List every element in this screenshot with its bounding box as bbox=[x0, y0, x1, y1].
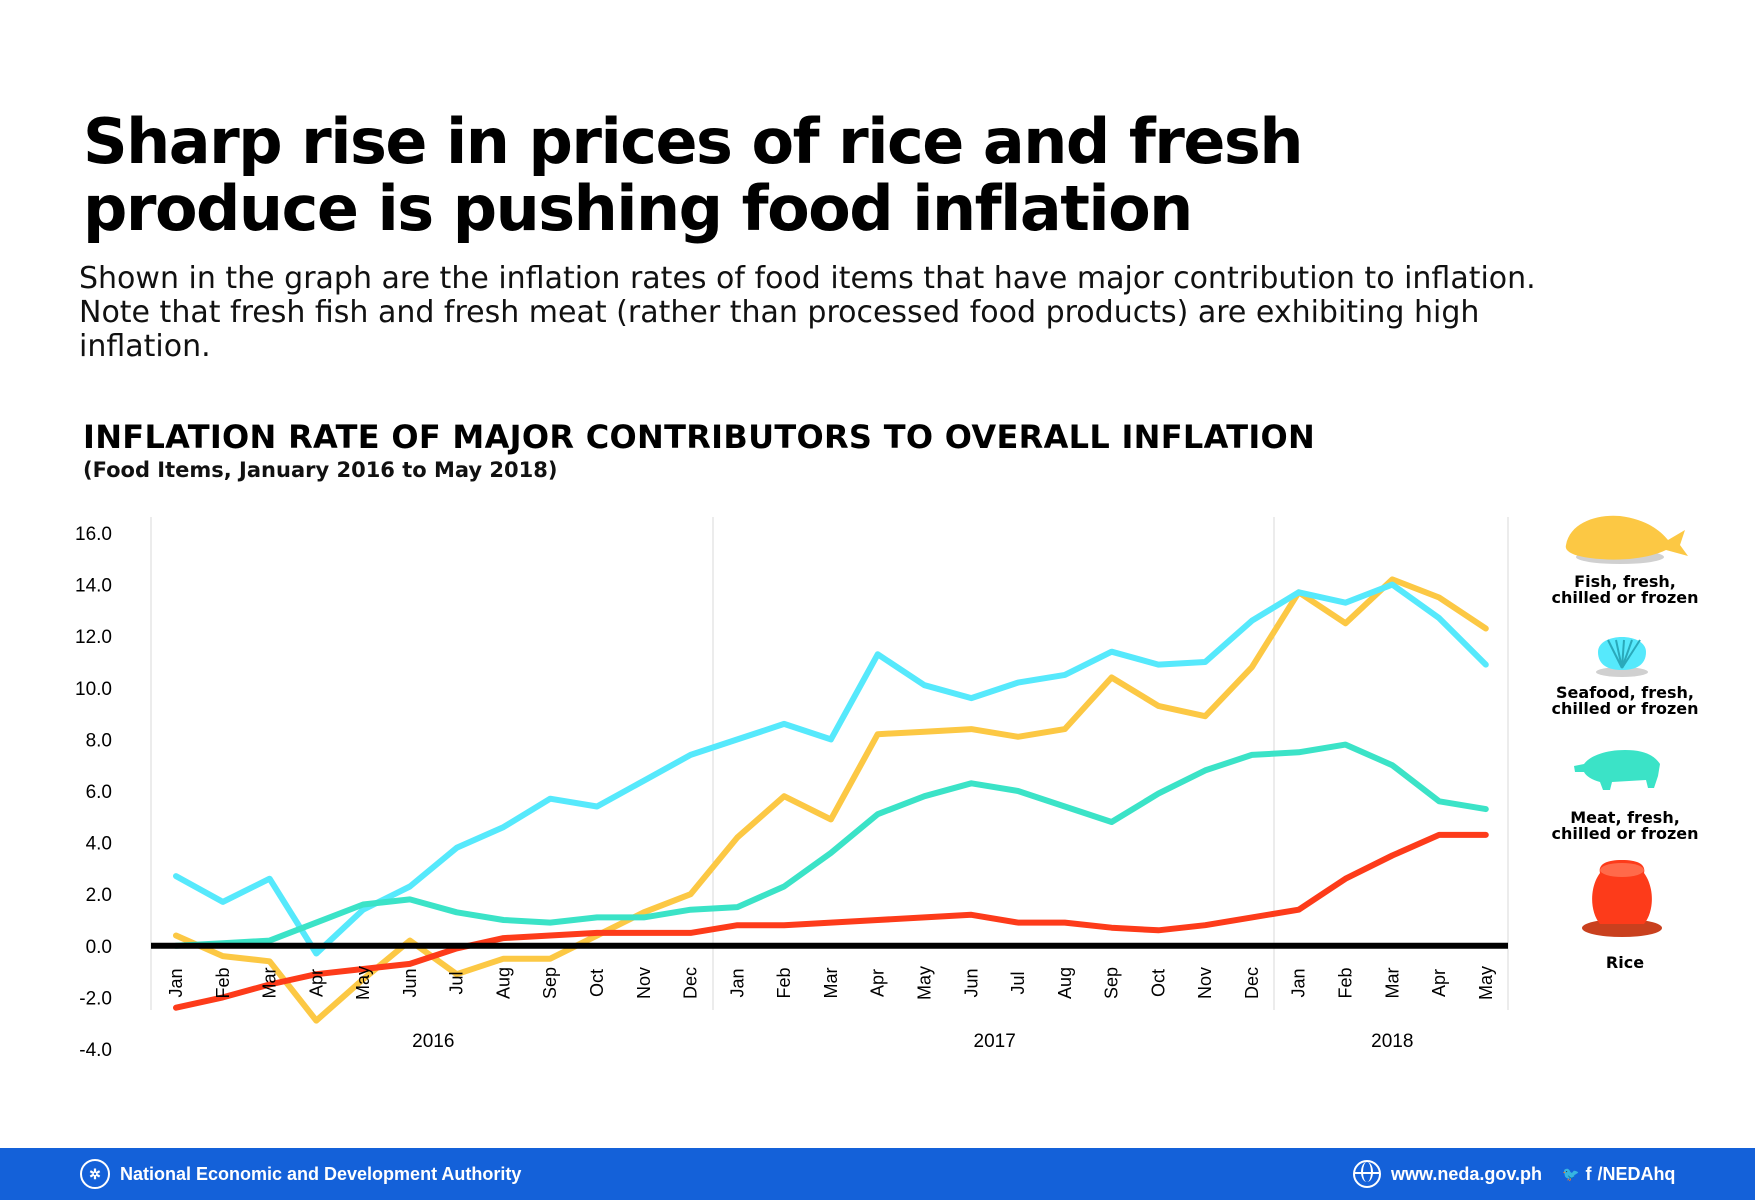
x-tick-label: Dec bbox=[1242, 967, 1262, 999]
shell-icon-rib bbox=[1607, 639, 1623, 669]
twitter-icon: 🐦 bbox=[1562, 1165, 1580, 1182]
x-tick-label: Jul bbox=[1008, 971, 1028, 994]
y-tick-label: 6.0 bbox=[86, 782, 112, 803]
headline: Sharp rise in prices of rice and fresh p… bbox=[83, 108, 1483, 242]
x-tick-label: Jan bbox=[1289, 968, 1309, 997]
legend-label: Meat, fresh, chilled or frozen bbox=[1520, 810, 1730, 842]
x-tick-label: Sep bbox=[1102, 967, 1122, 999]
headline-line-1: Sharp rise in prices of rice and fresh bbox=[83, 105, 1303, 178]
pig-icon bbox=[1574, 750, 1660, 790]
x-tick-label: Apr bbox=[306, 969, 326, 997]
year-label: 2018 bbox=[1371, 1031, 1413, 1052]
x-tick-label: Dec bbox=[681, 967, 701, 999]
globe-icon bbox=[1353, 1160, 1381, 1188]
y-tick-label: 2.0 bbox=[86, 885, 112, 906]
x-tick-label: May bbox=[353, 966, 373, 1000]
shell-icon-rib bbox=[1621, 639, 1633, 669]
fish-icon bbox=[1565, 515, 1688, 560]
year-label: 2016 bbox=[412, 1031, 454, 1052]
x-tick-label: Sep bbox=[540, 967, 560, 999]
x-tick-label: Feb bbox=[1336, 967, 1356, 998]
x-tick-label: Jun bbox=[961, 968, 981, 997]
legend-label-line: chilled or frozen bbox=[1551, 699, 1699, 718]
year-label: 2017 bbox=[974, 1031, 1016, 1052]
x-tick-label: Aug bbox=[493, 967, 513, 999]
legend-label: Seafood, fresh, chilled or frozen bbox=[1520, 685, 1730, 717]
social-handle-link[interactable]: /NEDAhq bbox=[1597, 1163, 1676, 1184]
legend-label: Fish, fresh, chilled or frozen bbox=[1520, 574, 1730, 606]
facebook-icon: f bbox=[1585, 1163, 1592, 1184]
series-line bbox=[173, 576, 1489, 1024]
x-tick-label: Mar bbox=[260, 967, 280, 998]
neda-seal-icon: ✲ bbox=[80, 1159, 110, 1189]
rice-sack-icon-top bbox=[1600, 863, 1644, 877]
x-tick-label: Feb bbox=[213, 967, 233, 998]
legend-label-line: Meat, fresh, bbox=[1570, 808, 1680, 827]
x-tick-label: Jan bbox=[727, 968, 747, 997]
legend-label-line: chilled or frozen bbox=[1551, 824, 1699, 843]
chart-subtitle: (Food Items, January 2016 to May 2018) bbox=[83, 458, 558, 482]
x-tick-label: Jul bbox=[447, 971, 467, 994]
y-tick-label: 14.0 bbox=[75, 576, 112, 597]
y-tick-label: 8.0 bbox=[86, 730, 112, 751]
footer-org-name: National Economic and Development Author… bbox=[120, 1163, 522, 1184]
shell-icon-rib bbox=[1621, 639, 1641, 669]
chart-title: INFLATION RATE OF MAJOR CONTRIBUTORS TO … bbox=[83, 418, 1316, 456]
footer-website[interactable]: www.neda.gov.ph bbox=[1353, 1148, 1542, 1200]
x-tick-label: Apr bbox=[868, 969, 888, 997]
y-tick-label: -2.0 bbox=[79, 988, 112, 1009]
series-line bbox=[173, 581, 1489, 957]
x-tick-label: Jan bbox=[166, 968, 186, 997]
shell-icon-rib bbox=[1615, 639, 1623, 669]
legend-label-line: chilled or frozen bbox=[1551, 588, 1699, 607]
intro-line-2: Note that fresh fish and fresh meat (rat… bbox=[79, 295, 1480, 330]
series-line bbox=[173, 831, 1489, 1011]
intro-line-3: inflation. bbox=[79, 329, 211, 364]
headline-line-2: produce is pushing food inflation bbox=[83, 172, 1193, 245]
shell-icon-rib bbox=[1621, 639, 1625, 669]
x-tick-label: Mar bbox=[821, 967, 841, 998]
y-tick-label: 10.0 bbox=[75, 679, 112, 700]
legend-label: Rice bbox=[1520, 955, 1730, 971]
x-tick-label: Mar bbox=[1382, 967, 1402, 998]
series-line bbox=[173, 741, 1489, 949]
y-tick-label: 12.0 bbox=[75, 627, 112, 648]
website-link[interactable]: www.neda.gov.ph bbox=[1391, 1163, 1543, 1184]
x-tick-label: Jun bbox=[400, 968, 420, 997]
x-tick-label: Apr bbox=[1429, 969, 1449, 997]
line-chart: 16.0 14.0 12.0 10.0 8.0 6.0 4.0 2.0 0.0 -2.0 -4.0 J… bbox=[75, 515, 1688, 1061]
y-tick-label: 4.0 bbox=[86, 834, 112, 855]
shell-icon-shadow bbox=[1596, 667, 1648, 677]
y-tick-label: 16.0 bbox=[75, 524, 112, 545]
legend-label-line: Seafood, fresh, bbox=[1556, 683, 1694, 702]
footer-social[interactable]: 🐦 f /NEDAhq bbox=[1562, 1148, 1675, 1200]
x-tick-label: Nov bbox=[1195, 967, 1215, 999]
x-tick-label: Feb bbox=[774, 967, 794, 998]
footer-bar: ✲ National Economic and Development Auth… bbox=[0, 1148, 1755, 1200]
legend-label-line: Rice bbox=[1605, 953, 1645, 972]
x-tick-label: May bbox=[914, 966, 934, 1000]
x-tick-label: Aug bbox=[1055, 967, 1075, 999]
y-tick-label: -4.0 bbox=[79, 1040, 112, 1061]
x-tick-label: Oct bbox=[587, 969, 607, 997]
intro-line-1: Shown in the graph are the inflation rat… bbox=[79, 261, 1536, 296]
rice-sack-icon bbox=[1592, 860, 1652, 924]
x-tick-label: Nov bbox=[634, 967, 654, 999]
y-tick-label: 0.0 bbox=[86, 937, 112, 958]
legend-label-line: Fish, fresh, bbox=[1574, 572, 1676, 591]
x-tick-label: May bbox=[1476, 966, 1496, 1000]
footer-org: ✲ National Economic and Development Auth… bbox=[80, 1148, 521, 1200]
intro-paragraph: Shown in the graph are the inflation rat… bbox=[79, 262, 1699, 364]
x-tick-label: Oct bbox=[1148, 969, 1168, 997]
